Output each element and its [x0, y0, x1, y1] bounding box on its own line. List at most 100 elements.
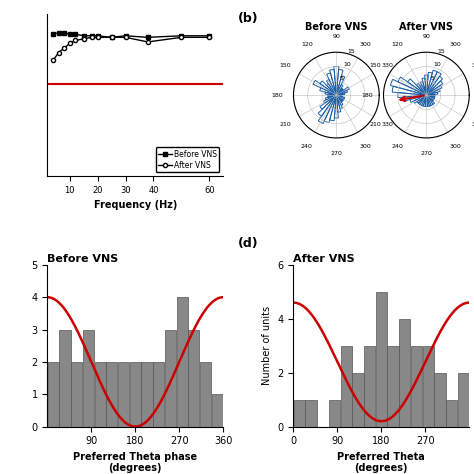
After VNS [145, 39, 151, 45]
Text: After VNS: After VNS [293, 254, 355, 264]
Bar [427, 95, 435, 99]
Bar [427, 95, 431, 106]
Bar [323, 95, 337, 103]
Bar [106, 362, 118, 427]
Bar [398, 92, 427, 98]
After VNS [179, 35, 184, 40]
Bar [337, 95, 342, 96]
Bar [305, 400, 317, 427]
Bar [337, 95, 343, 105]
Bar [376, 292, 387, 427]
Bar [200, 362, 211, 427]
Bar [425, 75, 428, 95]
Bar [71, 362, 82, 427]
Before VNS [67, 31, 73, 37]
Before VNS [50, 31, 56, 37]
Bar [420, 81, 427, 95]
Bar [334, 95, 338, 118]
Bar [392, 86, 427, 95]
Bar [427, 89, 440, 95]
After VNS [123, 35, 128, 40]
After VNS [61, 45, 67, 51]
Bar [341, 346, 352, 427]
Bar [327, 73, 337, 95]
Before VNS [81, 33, 87, 38]
X-axis label: Preferred Theta phase
(degrees): Preferred Theta phase (degrees) [73, 452, 197, 474]
Bar [337, 95, 344, 100]
Bar [420, 85, 427, 95]
Bar [408, 79, 427, 95]
After VNS [67, 41, 73, 46]
Bar [153, 362, 164, 427]
Bar [313, 80, 337, 95]
Bar [387, 346, 399, 427]
Bar [420, 95, 427, 105]
Bar [427, 70, 437, 95]
Bar [320, 95, 337, 109]
Before VNS [145, 35, 151, 40]
Bar [427, 95, 435, 97]
Bar [320, 88, 337, 95]
Bar [328, 95, 337, 97]
After VNS [73, 37, 78, 43]
Bar [212, 394, 223, 427]
Bar [427, 81, 443, 95]
Bar [413, 95, 427, 103]
Y-axis label: Number of units: Number of units [262, 306, 272, 385]
Before VNS [179, 33, 184, 38]
Bar [423, 95, 427, 107]
X-axis label: Frequency (Hz): Frequency (Hz) [93, 200, 177, 210]
Bar [325, 92, 337, 95]
Bar [427, 85, 442, 95]
Bar [423, 346, 434, 427]
Before VNS [89, 33, 95, 38]
Bar [330, 95, 337, 121]
Line: After VNS: After VNS [51, 35, 211, 63]
After VNS [206, 35, 212, 40]
Bar [427, 95, 435, 104]
Bar [324, 95, 337, 123]
Bar [427, 76, 443, 95]
After VNS [50, 57, 56, 63]
Bar [337, 76, 345, 95]
Bar [352, 373, 364, 427]
Bar [337, 87, 349, 95]
Bar [327, 80, 337, 95]
Bar [427, 72, 441, 95]
Title: Before VNS: Before VNS [305, 22, 368, 32]
Bar [337, 88, 342, 95]
Bar [329, 400, 340, 427]
Before VNS [109, 35, 114, 40]
Bar [48, 362, 59, 427]
Bar [337, 95, 342, 97]
Bar [391, 79, 427, 95]
Bar [337, 95, 345, 99]
Bar [319, 95, 337, 124]
Before VNS [95, 33, 100, 38]
Before VNS [56, 30, 62, 36]
Bar [417, 95, 427, 103]
Bar [59, 329, 71, 427]
Bar [320, 81, 337, 95]
Bar [325, 95, 337, 100]
Text: (d): (d) [238, 237, 259, 250]
Bar [364, 346, 375, 427]
Bar [328, 94, 337, 96]
Bar [176, 297, 188, 427]
Bar [318, 95, 337, 116]
Text: (b): (b) [238, 12, 259, 25]
Bar [458, 373, 469, 427]
Bar [294, 400, 305, 427]
Bar [83, 329, 94, 427]
Bar [330, 70, 337, 95]
Bar [337, 93, 345, 95]
Before VNS [61, 30, 67, 36]
Bar [188, 329, 200, 427]
Bar [337, 95, 342, 102]
Bar [337, 95, 341, 112]
Bar [337, 70, 343, 95]
Bar [326, 83, 337, 95]
Bar [416, 83, 427, 95]
Bar [334, 66, 339, 95]
Bar [427, 95, 433, 101]
